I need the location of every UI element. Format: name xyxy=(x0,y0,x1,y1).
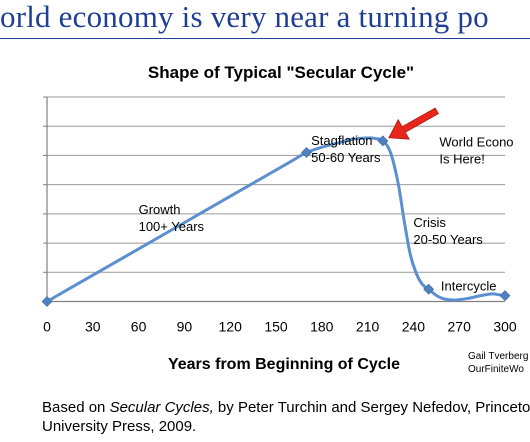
x-tick-label: 0 xyxy=(43,319,51,335)
annotation-text: Growth 100+ Years xyxy=(139,202,205,234)
annotation-line: World Econo xyxy=(439,135,513,150)
chart-title: Shape of Typical "Secular Cycle" xyxy=(148,63,414,82)
annotation-line: Stagflation xyxy=(311,133,372,148)
annotation-line: 50-60 Years xyxy=(311,150,381,165)
x-tick-label: 300 xyxy=(493,319,517,335)
data-point-marker xyxy=(499,290,511,302)
annotation-text: World Econo Is Here! xyxy=(439,135,513,167)
x-tick-label: 180 xyxy=(310,319,334,335)
annotation-line: 20-50 Years xyxy=(413,232,483,247)
x-tick-label: 60 xyxy=(131,319,147,335)
footnote-line-1: Based on Secular Cycles, by Peter Turchi… xyxy=(42,398,530,417)
annotation-line: Crisis xyxy=(413,215,446,230)
x-axis-label: Years from Beginning of Cycle xyxy=(168,356,400,373)
footnote-book-title: Secular Cycles, xyxy=(109,399,214,416)
slide-header: orld economy is very near a turning po xyxy=(0,0,530,44)
data-point-marker xyxy=(377,135,389,147)
annotation-text: Crisis 20-50 Years xyxy=(413,215,483,247)
grid-lines xyxy=(43,96,505,302)
annotation-line: Intercycle xyxy=(441,278,497,293)
footnote-line-2: University Press, 2009. xyxy=(42,418,197,435)
x-tick-label: 30 xyxy=(85,319,101,335)
source-footnote: Based on Secular Cycles, by Peter Turchi… xyxy=(42,398,530,436)
footnote-prefix: Based on xyxy=(42,399,110,416)
credit-line-1: Gail Tverberg xyxy=(468,351,528,362)
footnote-suffix: by Peter Turchin and Sergey Nefedov, Pri… xyxy=(213,399,530,416)
series-markers xyxy=(41,135,511,307)
credit-line-2: OurFiniteWo xyxy=(468,364,524,375)
header-rule xyxy=(0,38,530,39)
x-tick-label: 120 xyxy=(219,319,243,335)
data-point-marker xyxy=(41,296,53,307)
red-arrow xyxy=(388,107,439,140)
x-tick-label: 240 xyxy=(402,319,426,335)
data-point-marker xyxy=(301,147,312,158)
x-tick-label: 150 xyxy=(264,319,288,335)
annotation-line: Is Here! xyxy=(439,152,485,167)
secular-cycle-chart: 0 30 60 90 120 150 180 210 240 270 300 Growth 100+ … xyxy=(41,63,528,375)
slide-headline: orld economy is very near a turning po xyxy=(0,0,489,34)
x-tick-labels: 0 30 60 90 120 150 180 210 240 270 300 xyxy=(43,319,517,335)
x-tick-label: 210 xyxy=(356,319,380,335)
annotation-line: Growth xyxy=(139,202,181,217)
annotation-text: Stagflation 50-60 Years xyxy=(311,133,381,165)
annotation-line: 100+ Years xyxy=(139,219,205,234)
x-tick-label: 270 xyxy=(448,319,472,335)
data-point-marker xyxy=(423,283,435,295)
x-tick-label: 90 xyxy=(177,319,193,335)
annotations: Growth 100+ Years Stagflation 50-60 Years Wo… xyxy=(139,133,514,293)
annotation-text: Intercycle xyxy=(441,278,497,293)
arrow-shape xyxy=(388,107,439,140)
